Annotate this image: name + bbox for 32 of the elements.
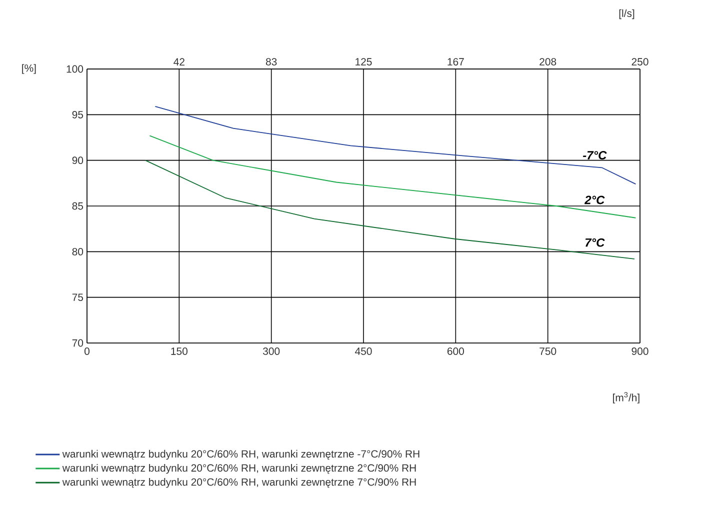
x2-tick-label: 167 <box>448 58 464 66</box>
annotation: 7°C <box>585 238 605 247</box>
x-tick-label: 450 <box>355 348 372 355</box>
x2-tick-label: 125 <box>356 58 372 66</box>
x-tick-label: 750 <box>540 348 556 355</box>
y-tick-label: 70 <box>72 339 84 347</box>
line-series <box>144 160 635 260</box>
legend-label: warunki wewnątrz budynku 20°C/60% RH, warunki zewnętrzne -7°C/90% RH <box>62 450 420 460</box>
annotation: -7°C <box>582 151 607 160</box>
x2-axis-title: [l/s] <box>619 9 634 20</box>
x-axis-title: [m$^{3}$/h] <box>613 392 640 404</box>
y-tick-label: 85 <box>72 202 84 210</box>
y-tick-label: 80 <box>72 248 84 256</box>
x2-tick-label: 250 <box>632 58 648 66</box>
y-axis-title: [%] <box>22 64 36 74</box>
y-tick-label: 100 <box>66 65 84 73</box>
y-tick-label: 75 <box>72 294 84 301</box>
x-tick-label: 0 <box>84 348 90 355</box>
x2-tick-label: 83 <box>266 58 277 66</box>
y-tick-label: 90 <box>72 156 84 164</box>
legend-label: warunki wewnątrz budynku 20°C/60% RH, warunki zewnętrzne 7°C/90% RH <box>62 478 416 488</box>
x-tick-label: 300 <box>263 348 280 355</box>
x2-tick-label: 208 <box>540 58 556 66</box>
annotation: 2°C <box>584 196 605 204</box>
y-tick-label: 95 <box>72 110 84 118</box>
legend-label: warunki wewnątrz budynku 20°C/60% RH, warunki zewnętrzne 2°C/90% RH <box>62 464 416 474</box>
x-tick-label: 150 <box>171 348 188 355</box>
x-tick-label: 600 <box>447 348 464 355</box>
line-series <box>149 135 636 218</box>
x-tick-label: 900 <box>632 348 648 355</box>
x2-tick-label: 42 <box>174 58 184 66</box>
line-series <box>154 106 636 185</box>
